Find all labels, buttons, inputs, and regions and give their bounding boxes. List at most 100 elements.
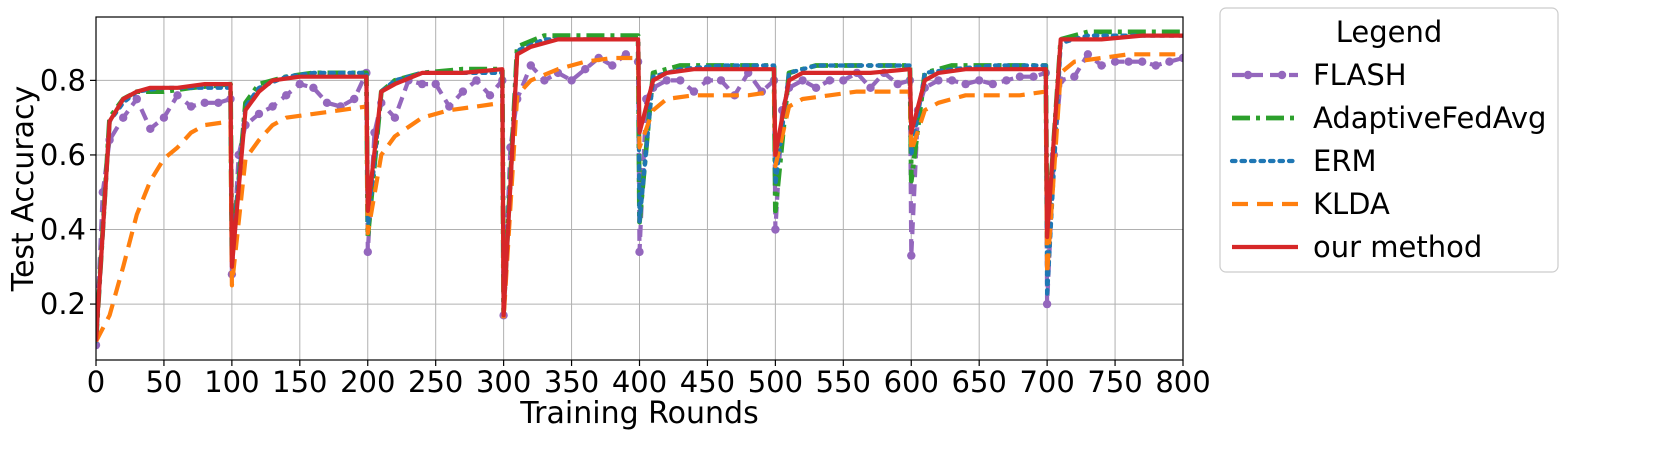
series-point — [268, 102, 277, 111]
series-point — [934, 76, 943, 85]
x-tick-label: 600 — [884, 365, 939, 399]
series-point — [322, 98, 332, 108]
x-tick-label: 550 — [816, 365, 871, 399]
legend-item: FLASH — [1232, 58, 1407, 92]
series-point — [567, 76, 576, 85]
series-point — [1151, 61, 1161, 70]
series-point — [1124, 57, 1133, 66]
x-tick-label: 50 — [145, 365, 182, 399]
series-point — [1015, 72, 1025, 81]
series-point — [119, 113, 128, 122]
y-tick-label: 0.8 — [40, 63, 86, 97]
x-tick-label: 200 — [340, 365, 395, 399]
x-tick-label: 800 — [1155, 365, 1210, 399]
series-point — [173, 91, 182, 100]
series-point — [431, 79, 440, 89]
legend-box — [1219, 7, 1559, 273]
series-point — [390, 113, 400, 122]
series-point — [1097, 61, 1106, 70]
legend-item: KLDA — [1232, 187, 1390, 221]
series-point — [907, 251, 916, 260]
x-axis-ticks: 0 50 100 150 200 250 300 350 400 450 500 550 600 650 7… — [87, 360, 1211, 399]
series-point — [1070, 72, 1079, 81]
series-our-method — [96, 33, 1183, 342]
series-point — [811, 83, 821, 93]
series-point — [1110, 57, 1120, 66]
series-point — [1042, 299, 1052, 309]
series-point — [947, 76, 957, 85]
x-tick-label: 0 — [87, 365, 105, 399]
series-point — [350, 94, 359, 104]
x-tick-label: 250 — [408, 365, 463, 399]
legend-label: our method — [1313, 230, 1482, 264]
x-tick-label: 100 — [204, 365, 259, 399]
legend-label: ERM — [1313, 144, 1377, 178]
series-point — [526, 61, 535, 70]
series-point — [839, 76, 848, 85]
plot-area — [96, 29, 1183, 350]
series-point — [186, 102, 196, 111]
x-tick-label: 300 — [476, 365, 531, 399]
series-point — [608, 61, 617, 70]
series-point — [866, 83, 875, 93]
series-point — [282, 91, 291, 100]
x-tick-label: 350 — [544, 365, 599, 399]
series-point — [1083, 50, 1093, 59]
series-point — [445, 102, 454, 111]
series-point — [295, 79, 304, 89]
series-point — [975, 76, 984, 85]
legend-item: ERM — [1229, 144, 1377, 178]
legend-label: KLDA — [1313, 187, 1390, 221]
series-point — [1138, 57, 1147, 66]
y-axis-ticks: 0.2 0.4 0.6 0.8 — [40, 63, 96, 321]
series-point — [472, 76, 481, 85]
series-point — [988, 79, 997, 89]
series-point — [716, 76, 726, 85]
y-tick-label: 0.2 — [40, 287, 86, 321]
x-tick-label: 750 — [1087, 365, 1142, 399]
series-point — [689, 87, 699, 96]
series-point — [1165, 57, 1174, 66]
series-point — [254, 109, 264, 119]
series-point — [1029, 72, 1038, 81]
series-point — [825, 76, 834, 85]
series-point — [676, 76, 685, 85]
x-tick-label: 650 — [952, 365, 1007, 399]
series-point — [798, 76, 807, 85]
x-tick-label: 400 — [612, 365, 667, 399]
series-line — [96, 33, 1183, 342]
y-tick-label: 0.6 — [40, 138, 86, 172]
series-point — [200, 98, 209, 108]
x-tick-label: 500 — [748, 365, 803, 399]
x-tick-label: 450 — [680, 365, 735, 399]
series-point — [458, 87, 468, 96]
series-point — [961, 79, 970, 89]
series-point — [1002, 76, 1011, 85]
series-point — [146, 124, 155, 133]
x-axis-label: Training Rounds — [519, 396, 758, 431]
series-point — [132, 94, 141, 104]
y-tick-label: 0.4 — [40, 213, 86, 247]
series-point — [214, 98, 223, 108]
series-point — [1178, 53, 1183, 63]
legend-title: Legend — [1336, 15, 1443, 49]
x-tick-label: 700 — [1019, 365, 1074, 399]
legend-marker — [1277, 70, 1287, 80]
series-point — [635, 247, 644, 257]
series-point — [540, 76, 549, 85]
legend: Legend FLASH AdaptiveFedAvg ERM KLDA our met… — [1219, 7, 1559, 273]
series-point — [581, 65, 590, 74]
series-point — [703, 76, 712, 85]
y-axis-label: Test Accuracy — [6, 86, 41, 293]
x-tick-label: 150 — [272, 365, 327, 399]
legend-label: FLASH — [1313, 58, 1407, 92]
series-point — [309, 83, 318, 93]
legend-items: FLASH AdaptiveFedAvg ERM KLDA our method — [1229, 58, 1546, 264]
series-point — [485, 91, 495, 100]
legend-marker — [1243, 70, 1253, 80]
legend-label: AdaptiveFedAvg — [1313, 101, 1546, 135]
series-point — [363, 247, 372, 257]
series-point — [159, 113, 169, 122]
